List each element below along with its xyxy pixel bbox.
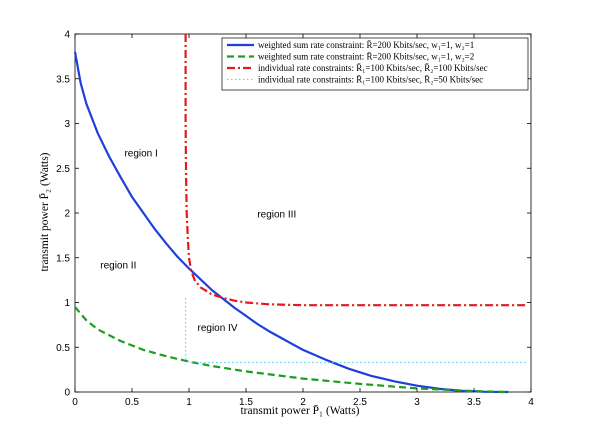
y-tick-label: 0.5: [56, 343, 70, 354]
x-tick-label: 3.5: [467, 397, 481, 408]
ticks-layer: 0 0.5 1 1.5 2 2.5 3 3.5 4 0 0.5 1 1.5 2 2.5 3 3.5 4: [56, 30, 534, 409]
region-label: region IV: [197, 323, 237, 334]
annotation-layer: region I region II region III region IV: [100, 149, 296, 335]
legend-box: [221, 37, 529, 91]
x-axis-label: transmit power P̄₁ (Watts): [240, 404, 359, 417]
y-tick-label: 1: [64, 298, 70, 309]
legend-entry: weighted sum rate constraint: R̄=200 Kbi…: [258, 52, 474, 62]
y-tick-label: 1.5: [56, 253, 70, 264]
x-tick-label: 0: [72, 397, 78, 408]
y-tick-label: 2.5: [56, 164, 70, 175]
y-tick-label: 0: [64, 388, 70, 399]
series-line-4: [185, 298, 527, 364]
plot-area: [74, 33, 532, 393]
series-layer: [73, 34, 527, 394]
y-tick-label: 2: [64, 209, 70, 220]
series-line-2: [74, 306, 509, 394]
legend: weighted sum rate constraint: R̄=200 Kbi…: [221, 37, 529, 91]
x-tick-label: 0.5: [125, 397, 139, 408]
legend-entry: weighted sum rate constraint: R̄=200 Kbi…: [258, 40, 474, 50]
x-tick-label: 1: [186, 397, 192, 408]
region-label: region III: [257, 209, 296, 220]
y-axis-label: transmit power P̄₂ (Watts): [38, 152, 51, 271]
region-label: region I: [124, 149, 157, 160]
series-line-1: [73, 51, 509, 394]
x-tick-label: 3: [414, 397, 420, 408]
y-tick-label: 3: [64, 119, 70, 130]
legend-entry: individual rate constraints: R̄₁=100 Kbi…: [258, 63, 488, 73]
series-line-3: [184, 34, 527, 307]
plot-frame: [74, 33, 532, 393]
x-tick-label: 4: [528, 397, 534, 408]
legend-entry: individual rate constraints: R̄₁=100 Kbi…: [258, 75, 483, 85]
y-tick-label: 4: [64, 30, 70, 41]
y-tick-label: 3.5: [56, 74, 70, 85]
region-label: region II: [100, 260, 136, 271]
x-tick-label: 1.5: [239, 397, 253, 408]
x-tick-label: 2: [300, 397, 306, 408]
x-tick-label: 2.5: [353, 397, 367, 408]
